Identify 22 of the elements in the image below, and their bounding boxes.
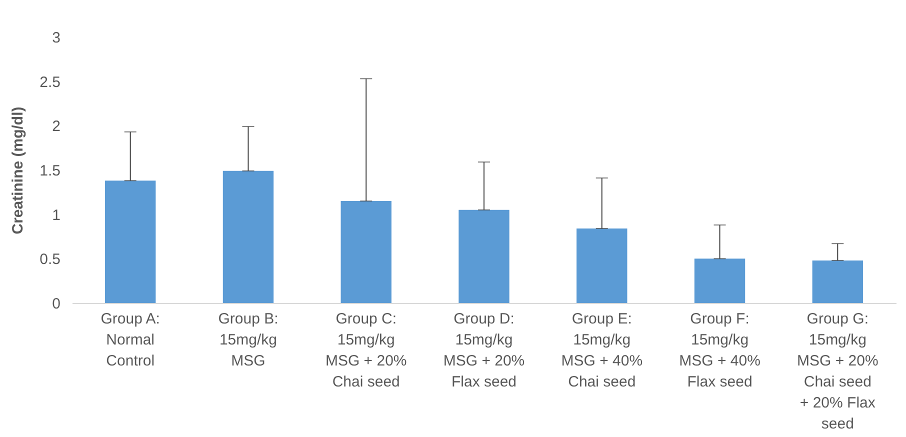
- bar: [458, 210, 510, 303]
- x-tick-label: Group D: 15mg/kg MSG + 20% Flax seed: [443, 310, 525, 390]
- x-tick-label: Group B: 15mg/kg MSG: [218, 310, 278, 370]
- y-tick-label: 1.5: [40, 162, 60, 180]
- y-tick-label: 0: [52, 296, 60, 312]
- x-tick-label: Group C: 15mg/kg MSG + 20% Chai seed: [325, 310, 407, 390]
- bar: [576, 228, 628, 303]
- y-tick-label: 3: [52, 30, 60, 46]
- bar: [222, 170, 274, 303]
- x-tick-label: Group F: 15mg/kg MSG + 40% Flax seed: [679, 310, 760, 390]
- y-tick-label: 2.5: [40, 74, 60, 91]
- bar: [694, 258, 746, 303]
- x-tick-label: Group E: 15mg/kg MSG + 40% Chai seed: [561, 310, 643, 390]
- bar: [812, 260, 863, 303]
- bar: [105, 180, 156, 303]
- y-tick-label: 2: [52, 118, 60, 136]
- x-tick-label: Group A: Normal Control: [100, 310, 160, 370]
- x-tick-label: Group G: 15mg/kg MSG + 20% Chai seed + 20% Flax seed: [797, 310, 878, 432]
- y-tick-label: 1: [52, 206, 60, 224]
- y-axis-title: Creatinine (mg/dl): [10, 106, 27, 234]
- y-tick-label: 0.5: [40, 251, 60, 268]
- bar: [340, 201, 392, 303]
